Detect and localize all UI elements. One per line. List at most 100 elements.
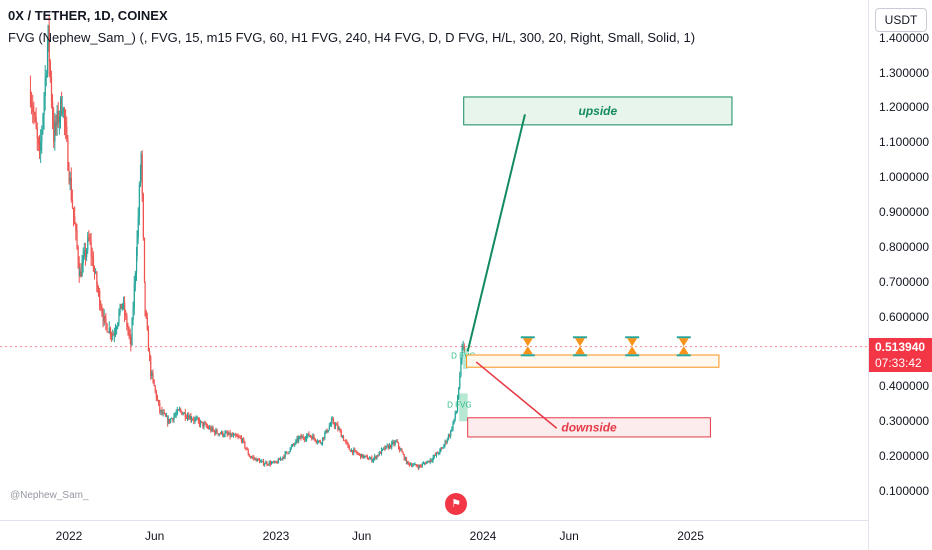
currency-button[interactable]: USDT	[875, 8, 927, 32]
candle-body	[142, 193, 144, 238]
candle-body	[187, 416, 189, 418]
candle-body	[454, 412, 456, 419]
candle-body	[412, 465, 414, 467]
earnings-flag-icon[interactable]: ⚑	[445, 493, 467, 515]
candle-body	[256, 458, 258, 462]
candle-body	[413, 464, 415, 466]
candle-body	[252, 457, 254, 459]
candle-body	[425, 463, 427, 465]
candle-body	[244, 441, 246, 448]
candle-body	[291, 444, 294, 447]
last-price-value: 0.513940	[875, 340, 926, 354]
candle-body	[358, 453, 361, 455]
candle-body	[31, 103, 33, 107]
candle-body	[184, 412, 186, 418]
last-price-tag: 0.513940 07:33:42	[869, 338, 932, 372]
price-tick-label: 1.100000	[879, 135, 930, 150]
candle-body	[333, 423, 336, 427]
candle-body	[188, 416, 190, 420]
candle-body	[348, 445, 350, 450]
candle-body	[211, 427, 213, 431]
candle-body	[383, 447, 385, 449]
zone-box	[466, 354, 720, 368]
candle-body	[151, 373, 153, 376]
candle-body	[363, 456, 365, 458]
time-tick-label: Jun	[144, 529, 165, 543]
candle-body	[311, 436, 313, 440]
candle-body	[253, 457, 255, 459]
candle-body	[91, 256, 93, 258]
candle-body	[415, 464, 417, 466]
candle-body	[238, 436, 240, 438]
indicator-legend[interactable]: FVG (Nephew_Sam_) (, FVG, 15, m15 FVG, 6…	[8, 30, 696, 45]
candle-body	[432, 457, 434, 461]
candle-body	[58, 116, 61, 123]
candle-body	[74, 216, 76, 225]
candle-body	[144, 281, 146, 312]
fvg-zone	[459, 393, 468, 422]
candle-body	[56, 110, 58, 126]
candle-body	[276, 462, 278, 464]
candle-body	[75, 224, 77, 231]
candle-body	[65, 121, 67, 127]
candle-body	[452, 422, 454, 430]
candle-body	[273, 461, 275, 463]
chart-plot-area[interactable]: D FVG D FVG upside downside 0X / TETHER, 1D…	[0, 0, 868, 520]
candle-body	[438, 453, 440, 455]
candle-body	[171, 418, 173, 420]
candle-body	[76, 230, 78, 247]
candle-body	[304, 439, 307, 441]
candle-body	[374, 456, 376, 459]
candle-body	[246, 448, 248, 450]
candle-body	[63, 108, 66, 122]
time-tick-label: 2023	[262, 529, 290, 543]
symbol-title[interactable]: 0X / TETHER, 1D, COINEX	[8, 8, 168, 23]
candle-body	[108, 327, 110, 333]
candle-body	[121, 303, 124, 310]
chart-canvas[interactable]: D FVG D FVG upside downside	[0, 0, 868, 520]
candle-body	[338, 428, 340, 430]
candle-body	[208, 427, 210, 429]
candle-body	[442, 447, 444, 449]
candle-body	[392, 442, 394, 444]
candle-body	[268, 462, 270, 465]
candle-body	[431, 460, 433, 462]
candle-body	[278, 458, 281, 460]
candle-body	[450, 430, 452, 436]
candle-body	[150, 356, 152, 376]
upside-box	[463, 96, 733, 126]
candle-body	[249, 456, 252, 458]
candle-body	[341, 436, 344, 438]
time-scale[interactable]: 2022 Jun 2023 Jun 2024 Jun 2025	[0, 520, 868, 550]
candle-body	[54, 122, 56, 142]
candle-body	[37, 138, 40, 145]
candle-body	[384, 447, 386, 450]
candle-body	[231, 434, 234, 436]
candle-body	[153, 379, 155, 387]
candle-body	[402, 452, 404, 455]
candle-body	[77, 246, 79, 264]
candle-body	[331, 419, 333, 425]
candle-body	[353, 449, 355, 454]
price-tick-label: 0.700000	[879, 274, 930, 289]
candle-body	[145, 311, 147, 318]
candle-body	[369, 458, 371, 460]
candle-body	[419, 465, 421, 467]
candle-body	[352, 450, 354, 454]
candle-body	[443, 444, 445, 448]
author-watermark: @Nephew_Sam_	[10, 490, 89, 501]
candle-body	[379, 451, 382, 454]
candle-body	[215, 429, 217, 434]
candle-body	[39, 144, 41, 151]
price-scale[interactable]: USDT 0.100000 0.200000 0.300000 0.400000 0.5…	[868, 0, 932, 550]
candle-body	[46, 45, 49, 75]
candle-body	[50, 76, 53, 102]
candle-body	[228, 432, 230, 435]
candle-body	[55, 122, 57, 126]
upside-projection-line	[466, 114, 526, 352]
candle-body	[89, 237, 91, 243]
candle-body	[435, 452, 438, 456]
candle-body	[35, 117, 37, 129]
candle-body	[407, 461, 409, 463]
candle-body	[66, 126, 68, 139]
